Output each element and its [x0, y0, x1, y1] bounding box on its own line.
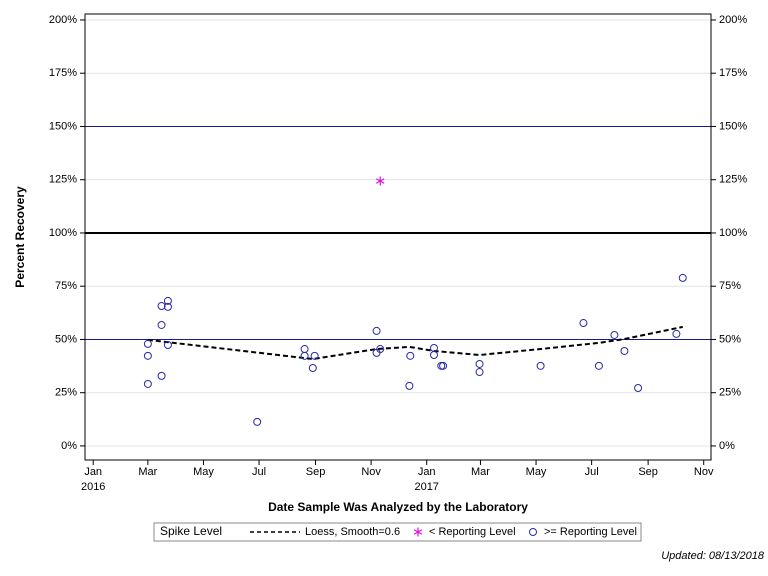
circle-point: [143, 339, 152, 348]
y2-tick-label: 50%: [719, 333, 741, 345]
circle-point: [163, 296, 172, 305]
y2-tick-label: 75%: [719, 280, 741, 292]
circle-point: [300, 351, 309, 360]
circle-point: [406, 351, 415, 360]
x-tick-label: Nov: [361, 466, 381, 478]
y-tick-label: 200%: [49, 14, 77, 26]
y2-tick-label: 100%: [719, 227, 747, 239]
circle-point: [163, 302, 172, 311]
star-point: [376, 176, 385, 186]
circle-point: [475, 359, 484, 368]
legend-label: < Reporting Level: [429, 526, 516, 538]
legend-swatch: [413, 527, 423, 537]
circle-point: [372, 326, 381, 335]
y2-tick-label: 125%: [719, 174, 747, 186]
circle-point: [253, 417, 262, 426]
circle-point: [429, 350, 438, 359]
legend-circle: [529, 528, 537, 536]
x-tick-label: Sep: [306, 466, 326, 478]
y-tick-label: 100%: [49, 227, 77, 239]
circle-point: [672, 329, 681, 338]
y-tick-label: 125%: [49, 174, 77, 186]
x-tick-label: Jan: [84, 466, 102, 478]
y-tick-label: 25%: [55, 387, 77, 399]
x-tick-label: May: [193, 466, 214, 478]
circle-point: [163, 340, 172, 349]
y2-tick-label: 150%: [719, 120, 747, 132]
star-stroke: [413, 529, 423, 535]
y-axis-title: Percent Recovery: [13, 186, 27, 288]
circle-point: [157, 371, 166, 380]
x-tick-year: 2017: [414, 481, 438, 493]
circle-point: [143, 351, 152, 360]
x-axis-title: Date Sample Was Analyzed by the Laborato…: [268, 500, 528, 514]
circle-point: [678, 273, 687, 282]
circle-point: [579, 319, 588, 328]
circle-point: [157, 320, 166, 329]
circle-point: [310, 351, 319, 360]
circle-point: [143, 379, 152, 388]
x-tick-label: Jul: [585, 466, 599, 478]
y-tick-label: 0%: [61, 440, 77, 452]
x-tick-label: May: [526, 466, 547, 478]
circle-point: [620, 346, 629, 355]
star-stroke: [376, 178, 385, 184]
y-tick-label: 175%: [49, 67, 77, 79]
y2-tick-label: 200%: [719, 14, 747, 26]
x-tick-label: Mar: [471, 466, 490, 478]
x-tick-label: Sep: [638, 466, 658, 478]
y2-tick-label: 175%: [719, 67, 747, 79]
y-tick-label: 75%: [55, 280, 77, 292]
circle-point: [610, 330, 619, 339]
x-tick-label: Mar: [138, 466, 157, 478]
legend-label: Loess, Smooth=0.6: [305, 526, 400, 538]
circle-point: [634, 384, 643, 393]
legend-label: >= Reporting Level: [544, 526, 637, 538]
x-tick-year: 2016: [81, 481, 105, 493]
circle-point: [157, 302, 166, 311]
y2-tick-label: 0%: [719, 440, 735, 452]
y-tick-label: 50%: [55, 333, 77, 345]
x-tick-label: Nov: [694, 466, 714, 478]
y2-tick-label: 25%: [719, 387, 741, 399]
legend-title: Spike Level: [160, 524, 222, 538]
circle-point: [475, 368, 484, 377]
x-tick-label: Jul: [252, 466, 266, 478]
circle-point: [536, 361, 545, 370]
circle-point: [594, 361, 603, 370]
plot-frame: [84, 13, 712, 461]
y-tick-label: 150%: [49, 120, 77, 132]
circle-point: [308, 363, 317, 372]
legend-box: [153, 522, 642, 542]
circle-point: [439, 361, 448, 370]
legend-swatch: [529, 528, 537, 536]
circle-point: [376, 345, 385, 354]
x-tick-label: Jan: [418, 466, 436, 478]
circle-point: [405, 381, 414, 390]
loess-line: [147, 325, 683, 361]
footnote: Updated: 08/13/2018: [661, 550, 765, 562]
